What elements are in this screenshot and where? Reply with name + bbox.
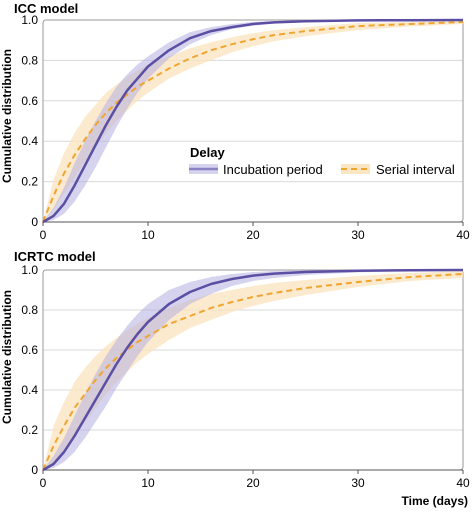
icc-incubation-period-line [42, 18, 464, 224]
icc-x-tick-label: 30 [351, 228, 365, 242]
icc-panel-title: ICC model [14, 1, 78, 16]
legend-serial-label: Serial interval [376, 162, 455, 177]
legend-incubation-band-swatch [189, 164, 218, 174]
icrtc-y-axis-label: Cumulative distribution [0, 290, 14, 424]
icrtc-x-tick-label: 10 [141, 476, 155, 490]
icc-y-tick-label: 0.4 [21, 134, 38, 148]
icc-x-tick-label: 40 [456, 228, 470, 242]
icrtc-plot-area: 0 0.2 0.4 0.6 0.8 1.0 0 10 20 30 40 [21, 263, 470, 490]
legend-incubation-label: Incubation period [223, 162, 323, 177]
icc-y-axis-label: Cumulative distribution [0, 49, 14, 183]
icc-serial-interval-line [42, 21, 464, 223]
icc-panel: ICC model Cumulative distribution 0 0.2 0.… [0, 1, 470, 242]
icc-y-tick-label: 0 [31, 215, 38, 229]
icrtc-y-tick-label: 0.4 [21, 383, 38, 397]
legend: Delay Incubation period Serial interval [189, 145, 455, 177]
icrtc-panel: ICRTC model Cumulative distribution 0 0.2… [0, 249, 470, 508]
legend-title: Delay [190, 145, 225, 160]
icrtc-y-tick-label: 1.0 [21, 263, 38, 277]
icrtc-x-tick-label: 30 [351, 476, 365, 490]
icrtc-y-tick-label: 0.8 [21, 303, 38, 317]
icrtc-panel-title: ICRTC model [14, 249, 96, 264]
icc-y-tick-label: 0.6 [21, 94, 38, 108]
icrtc-x-axis-label: Time (days) [402, 494, 468, 508]
icrtc-y-tick-label: 0.6 [21, 343, 38, 357]
icc-x-tick-label: 0 [40, 228, 47, 242]
icrtc-y-tick-label: 0 [31, 463, 38, 477]
icrtc-incubation-period-band [43, 270, 463, 470]
icrtc-incubation-period-line [42, 268, 464, 472]
icrtc-x-tick-label: 20 [246, 476, 260, 490]
icc-incubation-period-band [43, 20, 463, 222]
icc-y-tick-label: 0.8 [21, 53, 38, 67]
icc-y-tick-label: 1.0 [21, 13, 38, 27]
icrtc-y-tick-label: 0.2 [21, 423, 38, 437]
icc-y-tick-label: 0.2 [21, 175, 38, 189]
icc-plot-area: 0 0.2 0.4 0.6 0.8 1.0 0 10 20 30 40 [21, 13, 470, 242]
icrtc-x-tick-label: 0 [40, 476, 47, 490]
icc-x-tick-label: 10 [141, 228, 155, 242]
icc-x-tick-label: 20 [246, 228, 260, 242]
icrtc-x-tick-label: 40 [456, 476, 470, 490]
icrtc-serial-interval-line [42, 273, 464, 471]
